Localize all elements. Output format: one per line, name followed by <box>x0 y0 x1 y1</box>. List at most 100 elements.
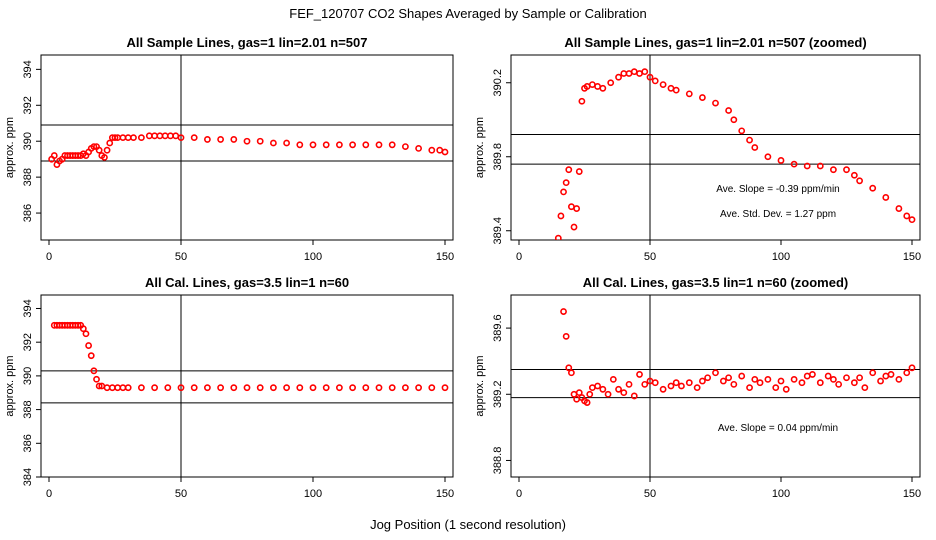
data-point <box>441 148 449 156</box>
x-tick-label: 100 <box>772 251 790 263</box>
x-tick-label: 150 <box>903 251 921 263</box>
data-point <box>625 380 633 388</box>
plot-frame <box>510 54 921 241</box>
data-point <box>256 137 264 145</box>
x-tick-label: 150 <box>436 251 454 263</box>
data-point <box>296 141 304 149</box>
y-tick-label: 388 <box>22 400 34 418</box>
y-tick-label: 392 <box>22 96 34 114</box>
y-axis-label: approx. ppm <box>474 117 486 178</box>
plot-frame <box>510 294 921 478</box>
data-point <box>719 377 727 385</box>
data-point <box>562 179 570 187</box>
data-point <box>388 384 396 392</box>
data-point <box>651 379 659 387</box>
data-point <box>693 384 701 392</box>
data-point <box>415 384 422 392</box>
plot-frame <box>40 54 454 241</box>
data-point <box>74 321 82 329</box>
y-tick-label: 394 <box>22 299 34 317</box>
panels-group: All Sample Lines, gas=1 lin=2.01 n=507 ap… <box>4 35 921 500</box>
annotation: Ave. Std. Dev. = 1.27 ppm <box>720 209 836 220</box>
data-point <box>124 384 132 392</box>
data-point <box>570 223 578 231</box>
data-point <box>243 384 251 392</box>
data-point <box>586 390 594 398</box>
data-point <box>756 379 764 387</box>
data-point <box>843 166 850 174</box>
data-point <box>869 369 877 377</box>
data-point <box>609 375 617 383</box>
data-point <box>641 380 649 388</box>
data-point <box>269 139 277 147</box>
data-point <box>137 134 145 142</box>
y-tick-label: 388.8 <box>492 447 504 475</box>
panel-4: All Cal. Lines, gas=3.5 lin=1 n=60 (zoom… <box>474 275 921 500</box>
data-point <box>103 146 111 154</box>
data-point <box>850 171 858 179</box>
data-point <box>415 144 422 152</box>
x-tick-label: 50 <box>175 488 187 500</box>
panel-title: All Cal. Lines, gas=3.5 lin=1 n=60 <box>145 275 349 290</box>
data-point <box>565 166 573 174</box>
y-tick-label: 389.6 <box>492 314 504 342</box>
data-point <box>646 73 654 81</box>
data-point <box>604 390 612 398</box>
annotation: Ave. Slope = 0.04 ppm/min <box>718 423 838 434</box>
data-point <box>764 153 772 161</box>
data-point <box>575 168 583 175</box>
data-point <box>725 107 732 114</box>
data-point <box>903 369 911 377</box>
data-point <box>615 385 622 393</box>
data-point <box>809 371 816 378</box>
data-point <box>90 367 98 375</box>
data-point <box>790 160 798 168</box>
x-tick-label: 0 <box>46 251 52 263</box>
data-point <box>641 68 649 76</box>
data-point <box>667 382 675 390</box>
data-point <box>908 364 916 372</box>
data-point <box>243 137 251 145</box>
data-point <box>95 146 103 154</box>
panel-1: All Sample Lines, gas=1 lin=2.01 n=507 ap… <box>4 35 454 263</box>
data-point <box>903 212 911 220</box>
data-point <box>594 382 601 390</box>
data-point <box>830 375 837 383</box>
data-point <box>296 384 304 392</box>
y-axis-label: approx. ppm <box>4 355 16 416</box>
y-tick-label: 390 <box>22 132 34 150</box>
x-tick-label: 0 <box>516 488 522 500</box>
x-tick-label: 0 <box>46 488 52 500</box>
data-point <box>401 143 409 151</box>
data-point <box>685 90 693 98</box>
data-point <box>738 127 746 135</box>
data-point <box>599 84 607 92</box>
data-point <box>630 392 638 400</box>
data-point <box>217 136 224 143</box>
data-point <box>672 86 680 94</box>
x-tick-label: 50 <box>644 251 656 263</box>
y-axis-label: approx. ppm <box>4 117 16 178</box>
y-tick-label: 389.8 <box>492 143 504 171</box>
data-points <box>50 321 449 392</box>
data-point <box>568 369 575 377</box>
data-point <box>362 384 370 392</box>
x-tick-label: 150 <box>436 488 454 500</box>
data-point <box>861 384 869 392</box>
data-point <box>835 380 843 388</box>
y-tick-label: 389.2 <box>492 381 504 409</box>
data-point <box>375 141 383 149</box>
data-point <box>895 375 903 383</box>
data-point <box>730 116 738 124</box>
x-tick-label: 50 <box>175 251 187 263</box>
data-point <box>887 371 895 378</box>
y-tick-label: 390.2 <box>492 69 504 97</box>
y-tick-label: 390 <box>22 367 34 385</box>
data-point <box>428 384 436 392</box>
x-tick-label: 50 <box>644 488 656 500</box>
data-point <box>730 380 738 388</box>
data-point <box>777 377 785 385</box>
data-point <box>824 372 832 380</box>
